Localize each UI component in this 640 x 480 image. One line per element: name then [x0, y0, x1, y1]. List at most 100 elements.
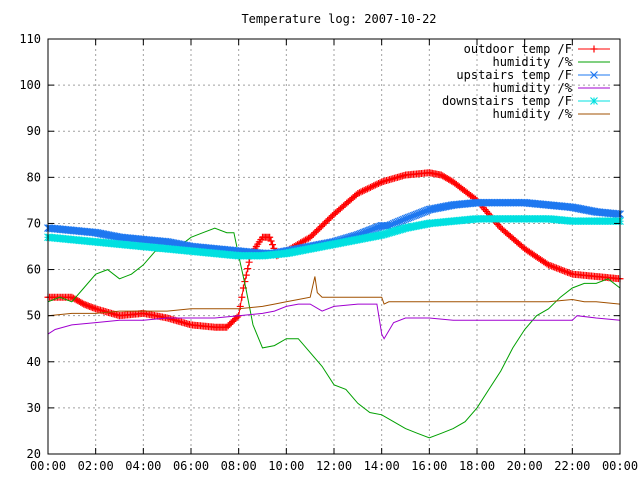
legend-label: outdoor temp /F — [464, 42, 572, 56]
data-point — [357, 188, 365, 196]
legend-marker — [590, 97, 598, 105]
x-tick-label: 18:00 — [459, 459, 495, 473]
y-tick-label: 40 — [27, 355, 41, 369]
data-point — [368, 183, 376, 191]
x-tick-label: 14:00 — [364, 459, 400, 473]
y-tick-label: 70 — [27, 216, 41, 230]
data-point — [327, 213, 335, 221]
data-point — [245, 258, 253, 266]
data-point — [446, 176, 454, 184]
series-4 — [47, 303, 621, 340]
data-point — [552, 264, 560, 272]
data-point — [306, 233, 314, 241]
data-point — [567, 270, 575, 278]
data-point — [244, 265, 252, 273]
data-point — [74, 297, 82, 305]
data-point — [355, 189, 363, 197]
y-tick-label: 30 — [27, 401, 41, 415]
x-tick-label: 00:00 — [602, 459, 638, 473]
data-point — [78, 299, 86, 307]
data-point — [557, 266, 565, 274]
y-tick-label: 80 — [27, 170, 41, 184]
data-point — [445, 175, 453, 183]
data-point — [242, 271, 250, 279]
data-point — [543, 260, 551, 268]
data-point — [75, 298, 83, 306]
data-point — [548, 262, 556, 270]
data-point — [269, 241, 277, 249]
x-tick-label: 08:00 — [221, 459, 257, 473]
data-point — [565, 269, 573, 277]
x-tick-label: 00:00 — [30, 459, 66, 473]
data-point — [316, 224, 324, 232]
data-point — [551, 263, 559, 271]
x-tick-label: 10:00 — [268, 459, 304, 473]
data-point — [311, 229, 319, 237]
legend-label: humidity /% — [493, 55, 573, 69]
y-tick-label: 60 — [27, 263, 41, 277]
data-point — [370, 182, 378, 190]
y-tick-label: 110 — [19, 32, 41, 46]
data-point — [371, 181, 379, 189]
data-point — [322, 218, 330, 226]
data-point — [319, 221, 327, 229]
legend-label: humidity /% — [493, 107, 573, 121]
data-point — [267, 237, 275, 245]
data-point — [354, 189, 362, 197]
data-point — [238, 293, 246, 301]
axis-ticks: 20 30 40 50 60 70 80 90 100 110 00:00 02:00 04:00 06:… — [19, 32, 638, 473]
series-line — [47, 227, 621, 439]
data-point — [440, 173, 448, 181]
data-point — [309, 230, 317, 238]
data-point — [317, 223, 325, 231]
series-6 — [47, 276, 621, 317]
y-tick-label: 100 — [19, 78, 41, 92]
data-point — [546, 262, 554, 270]
data-point — [365, 184, 373, 192]
data-point — [439, 172, 447, 180]
x-tick-label: 22:00 — [554, 459, 590, 473]
data-point — [437, 171, 445, 179]
x-tick-label: 16:00 — [411, 459, 447, 473]
y-tick-label: 90 — [27, 124, 41, 138]
legend-marker — [590, 45, 598, 53]
y-tick-label: 50 — [27, 309, 41, 323]
series-line — [47, 276, 621, 317]
series-5 — [44, 214, 624, 260]
data-point — [373, 180, 381, 188]
x-tick-label: 02:00 — [78, 459, 114, 473]
y-tick-label: 20 — [27, 447, 41, 461]
legend-label: humidity /% — [493, 81, 573, 95]
data-point — [614, 210, 623, 218]
data-point — [308, 232, 316, 240]
data-point — [612, 209, 621, 218]
data-point — [359, 187, 367, 195]
data-point — [367, 183, 375, 191]
data-point — [374, 179, 382, 187]
data-point — [233, 313, 241, 321]
data-point — [325, 215, 333, 223]
data-point — [266, 233, 274, 241]
x-tick-label: 04:00 — [125, 459, 161, 473]
data-point — [68, 293, 76, 301]
data-point — [556, 265, 564, 273]
data-point — [442, 174, 450, 182]
data-point — [562, 268, 570, 276]
data-point — [564, 268, 572, 276]
x-tick-label: 12:00 — [316, 459, 352, 473]
data-point — [560, 267, 568, 275]
data-point — [376, 179, 384, 187]
series-line — [47, 303, 621, 340]
legend-marker — [590, 71, 598, 79]
data-point — [77, 298, 85, 306]
data-point — [363, 185, 371, 193]
chart-title: Temperature log: 2007-10-22 — [241, 12, 436, 26]
x-tick-label: 06:00 — [173, 459, 209, 473]
legend-label: upstairs temp /F — [456, 68, 572, 82]
x-tick-label: 20:00 — [507, 459, 543, 473]
data-point — [320, 219, 328, 227]
data-point — [324, 216, 332, 224]
data-point — [443, 174, 451, 182]
